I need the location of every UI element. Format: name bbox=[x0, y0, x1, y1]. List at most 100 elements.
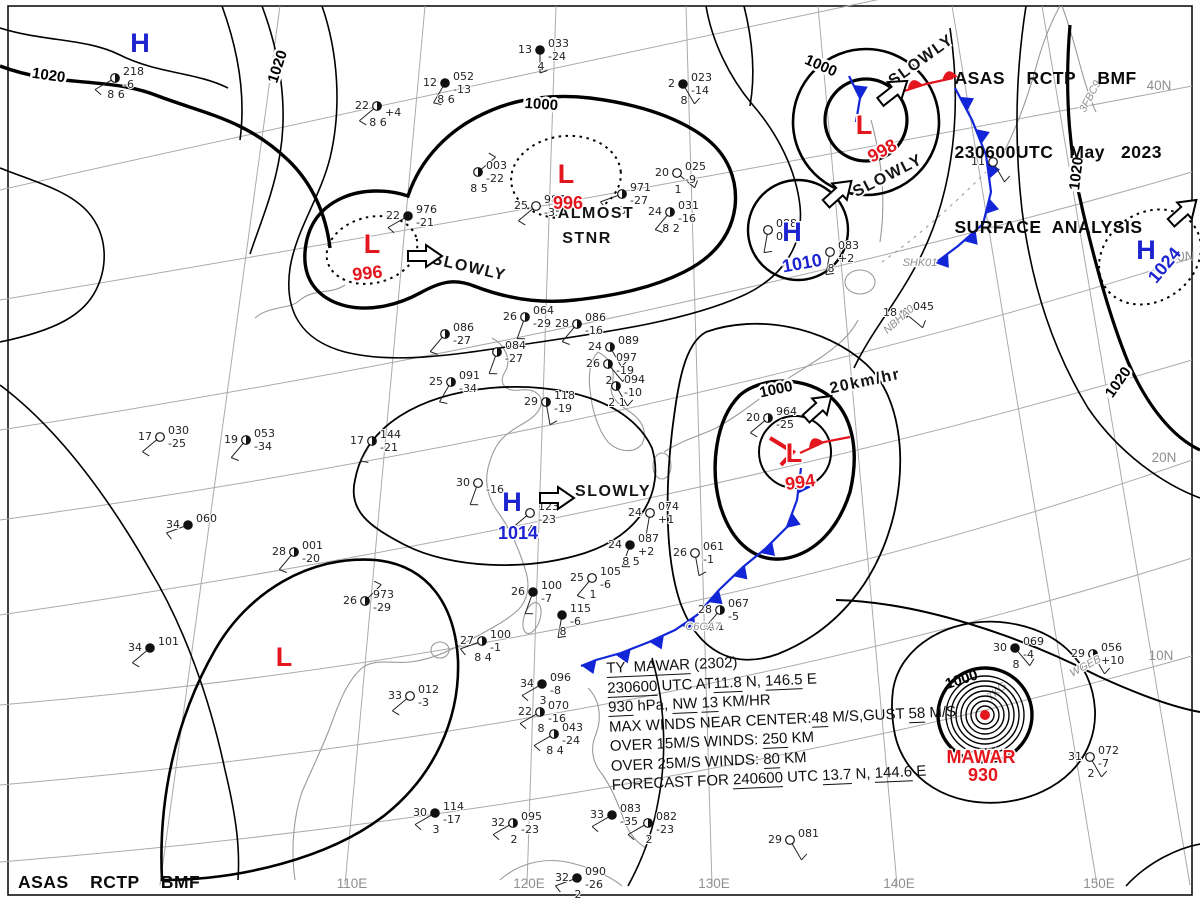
station-dewpoint: -27 bbox=[505, 352, 523, 365]
wind-barb-feather bbox=[655, 229, 663, 233]
station-pressure: 218 bbox=[123, 65, 144, 78]
station-extra: 8 6 bbox=[107, 88, 125, 101]
station-plot bbox=[488, 347, 502, 375]
station-temp: 24 bbox=[588, 340, 602, 353]
typhoon-ring bbox=[950, 680, 1020, 750]
station-circle bbox=[988, 157, 998, 167]
station-plot bbox=[557, 610, 567, 639]
wind-barb-feather bbox=[694, 180, 698, 188]
station-circle bbox=[672, 168, 682, 178]
wind-barb-shaft bbox=[791, 843, 802, 861]
station-pressure: 074 bbox=[658, 500, 679, 513]
isobar-l998-inner bbox=[823, 77, 909, 163]
warm-front bbox=[799, 435, 851, 454]
station-pressure: 091 bbox=[459, 369, 480, 382]
wind-barb-shaft bbox=[359, 108, 375, 122]
station-plot bbox=[142, 432, 165, 457]
dotted-center-ellipses bbox=[325, 134, 1200, 306]
station-circle bbox=[405, 691, 415, 701]
motion-label: SLOWLY bbox=[575, 483, 651, 500]
wind-barb-shaft bbox=[94, 79, 112, 90]
station-circle bbox=[535, 45, 545, 55]
station-dewpoint: -23 bbox=[521, 823, 539, 836]
station-plot bbox=[165, 520, 193, 540]
wind-barb-shaft bbox=[627, 824, 645, 835]
station-dewpoint: +2 bbox=[838, 252, 854, 265]
isobar-h1014-oval bbox=[352, 386, 657, 566]
station-plot bbox=[672, 168, 698, 189]
product-id: ASAS RCTP BMF bbox=[18, 871, 201, 892]
station-temp: 29 bbox=[1071, 647, 1085, 660]
station-pressure: 964 bbox=[776, 405, 797, 418]
wind-barb-feather bbox=[622, 374, 628, 382]
typhoon-info-text: N, bbox=[850, 764, 876, 783]
station-circle-half bbox=[246, 435, 251, 445]
wind-barb-shaft bbox=[621, 548, 629, 567]
wind-barb-shaft bbox=[617, 389, 628, 407]
station-dewpoint: -1 bbox=[703, 553, 714, 566]
longitude-label: 150E bbox=[1083, 876, 1115, 891]
typhoon-info-text: KM bbox=[779, 748, 807, 767]
wind-barb-shaft bbox=[1094, 657, 1105, 675]
cold-front bbox=[580, 467, 811, 674]
station-pressure: 100 bbox=[541, 579, 562, 592]
wind-barb-shaft bbox=[521, 685, 539, 696]
coast-borneo bbox=[499, 859, 623, 887]
typhoon-info-value: NW bbox=[671, 694, 698, 715]
parallel-25n bbox=[0, 359, 1193, 616]
station-plot bbox=[524, 587, 538, 615]
wind-barb-shaft bbox=[610, 366, 624, 382]
station-dewpoint: -19 bbox=[616, 364, 634, 377]
isobar-l998-outer bbox=[791, 47, 941, 197]
wind-barb-feather bbox=[694, 97, 701, 105]
station-circle bbox=[403, 211, 413, 221]
wind-barb-feather bbox=[577, 595, 585, 599]
wind-barb-feather bbox=[387, 227, 395, 234]
station-pressure: 025 bbox=[685, 160, 706, 173]
station-pressure: 053 bbox=[254, 427, 275, 440]
typhoon-1000-isobar bbox=[936, 666, 1034, 764]
wind-barb-feather bbox=[599, 201, 606, 209]
station-temp: 28 bbox=[272, 545, 286, 558]
wind-barb-feather bbox=[750, 432, 758, 438]
station-temp: 24 bbox=[628, 506, 642, 519]
wind-barb-feather bbox=[94, 89, 102, 96]
ship-code: SHK01 bbox=[903, 257, 938, 269]
typhoon-info-text: KM bbox=[786, 728, 815, 747]
station-dewpoint: -13 bbox=[453, 83, 471, 96]
typhoon-info-text: hPa, bbox=[632, 696, 673, 715]
station-circle-half bbox=[478, 167, 483, 177]
station-pressure: 973 bbox=[373, 588, 394, 601]
station-extra: 2 1 bbox=[608, 396, 626, 409]
motion-label: ALMOST bbox=[558, 205, 635, 222]
station-circle-half bbox=[554, 729, 559, 739]
station-circle-half bbox=[1093, 649, 1098, 659]
typhoon-info-block: TY MAWAR (2302) 230600 UTC AT11.8 N, 146.… bbox=[606, 643, 957, 795]
wind-barb-feather bbox=[430, 351, 438, 355]
typhoon-info-value: 930 bbox=[607, 697, 634, 717]
latitude-label: 20N bbox=[1152, 450, 1177, 465]
station-temp: 18 bbox=[883, 306, 897, 319]
wind-barb-shaft bbox=[1091, 760, 1102, 778]
cold-front-triangle bbox=[649, 635, 664, 650]
typhoon-info-text: FORECAST FOR bbox=[611, 771, 734, 794]
station-dewpoint: -34 bbox=[459, 382, 477, 395]
wind-barb-shaft bbox=[469, 486, 477, 505]
station-temp: 2 bbox=[668, 77, 675, 90]
isobar-east-front-thin bbox=[853, 27, 957, 369]
product-id: ASAS RCTP BMF bbox=[954, 67, 1137, 88]
station-plot bbox=[750, 413, 773, 438]
wind-barb-shaft bbox=[576, 580, 590, 596]
station-circle-half bbox=[720, 605, 725, 615]
typhoon-mawar bbox=[936, 666, 1034, 764]
isobar-label: 1020 bbox=[1102, 364, 1135, 401]
wind-barb-feather bbox=[1004, 175, 1011, 183]
longitude-label: 130E bbox=[698, 876, 730, 891]
isobar-1004-outer bbox=[288, 5, 802, 359]
coast-hokkaido bbox=[844, 269, 876, 295]
station-circle-half bbox=[608, 359, 613, 369]
station-dewpoint: -19 bbox=[554, 402, 572, 415]
station-plot bbox=[278, 547, 299, 573]
warm-front-semicircle bbox=[907, 80, 923, 90]
station-plot bbox=[621, 540, 635, 568]
